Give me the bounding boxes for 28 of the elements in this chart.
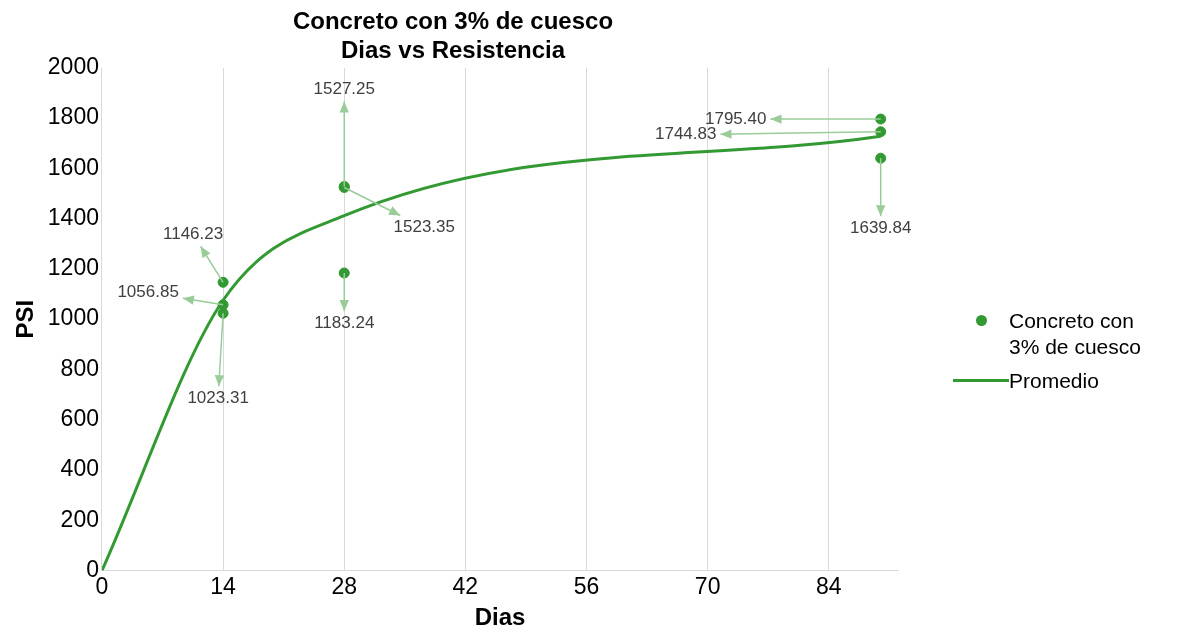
y-tick-label: 1200 [47, 254, 99, 281]
y-tick-label: 2000 [47, 52, 99, 79]
data-label: 1523.35 [393, 217, 455, 237]
data-label: 1023.31 [187, 387, 249, 407]
y-tick-label: 1000 [47, 304, 99, 331]
data-label: 1183.24 [314, 312, 375, 332]
y-tick-label: 1600 [47, 153, 99, 180]
y-tick-label: 400 [60, 455, 99, 482]
data-label: 1056.85 [117, 282, 179, 302]
x-tick-label: 42 [452, 572, 479, 599]
y-tick-label: 800 [60, 354, 99, 381]
y-tick-label: 1400 [47, 203, 99, 230]
x-tick-label: 70 [694, 572, 721, 599]
chart-title: Concreto con 3% de cuesco Dias vs Resistencia [292, 7, 614, 63]
data-label: 1527.25 [313, 79, 375, 99]
y-tick-label: 1800 [47, 103, 99, 130]
x-axis-title: Dias [474, 603, 526, 631]
data-label: 1146.23 [163, 224, 224, 244]
x-tick-label: 56 [573, 572, 600, 599]
y-tick-label: 600 [60, 405, 99, 432]
y-tick-label: 200 [60, 505, 99, 532]
legend-label: Concreto con 3% de cuesco [1009, 308, 1142, 360]
x-tick-label: 28 [331, 572, 358, 599]
x-tick-label: 84 [815, 572, 842, 599]
x-tick-label: 14 [210, 572, 237, 599]
data-label: 1639.84 [849, 217, 912, 237]
y-axis-title: PSI [11, 299, 39, 339]
legend-label: Promedio [1009, 368, 1099, 394]
